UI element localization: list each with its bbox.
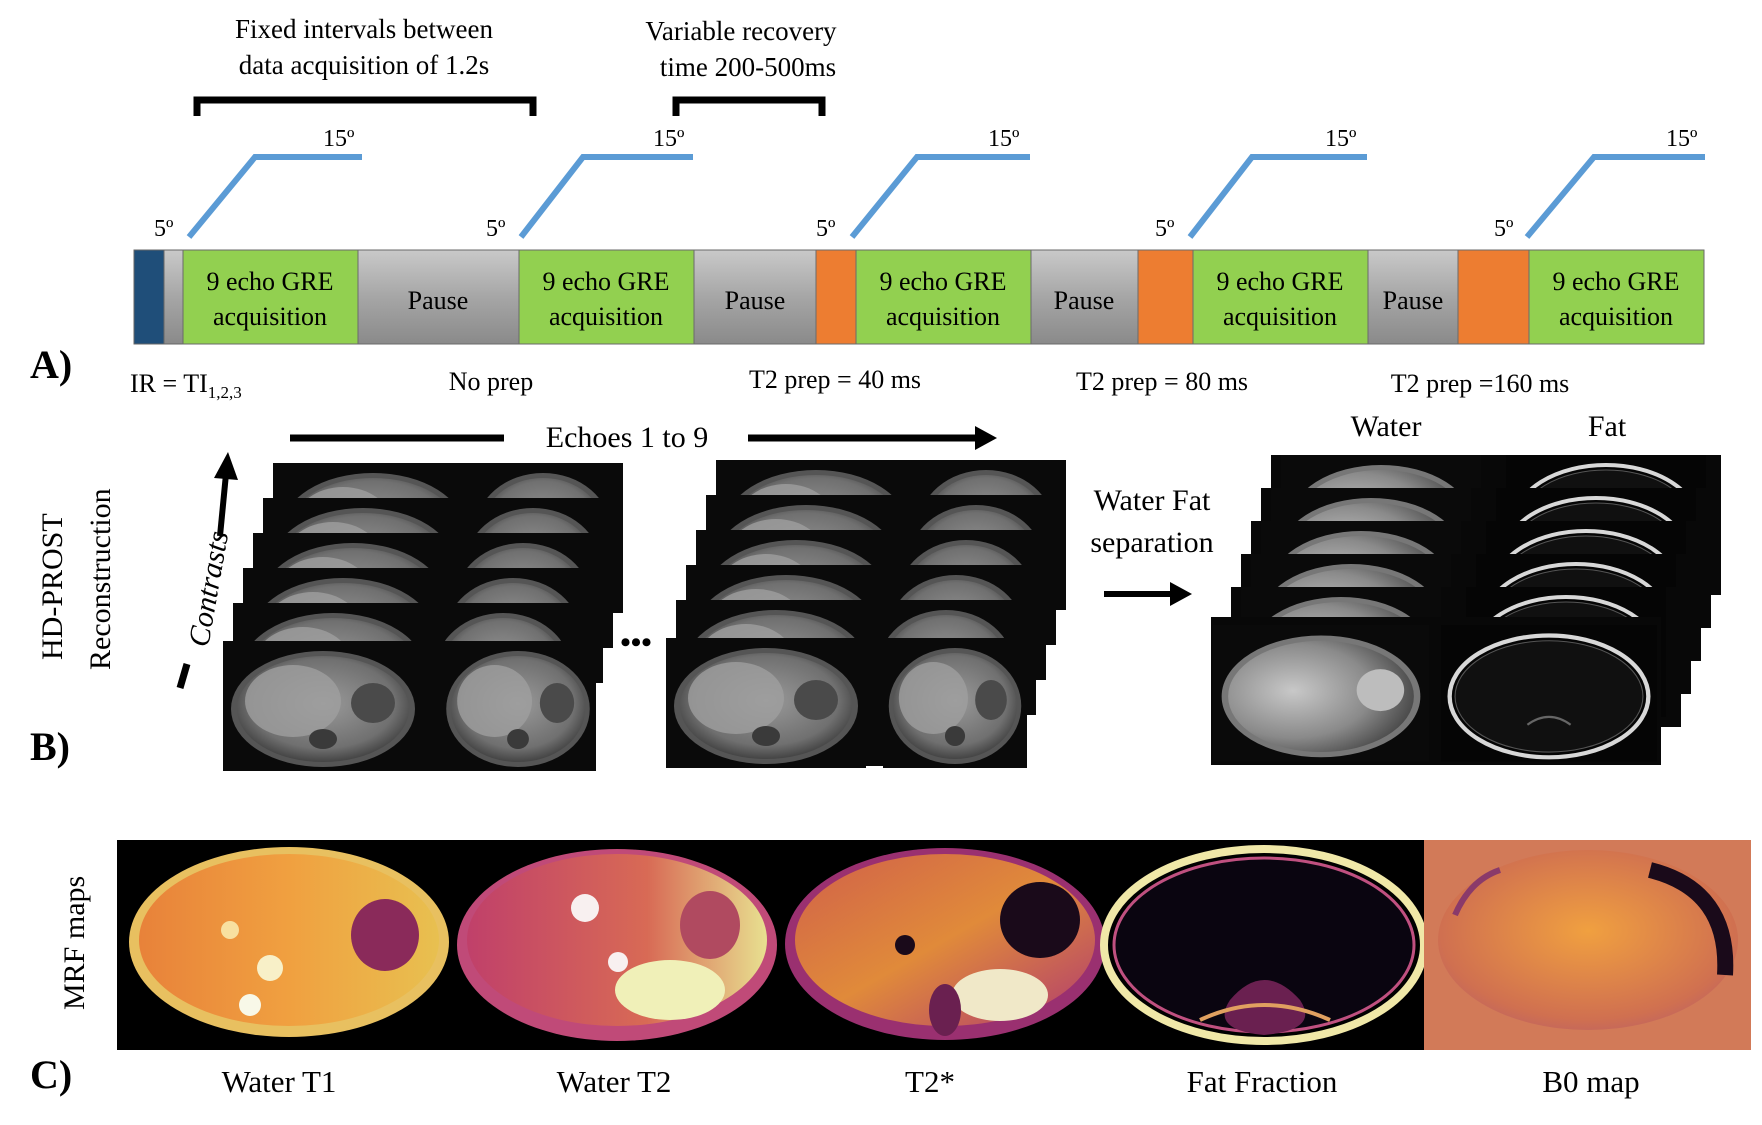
map-caption-fat-fraction: Fat Fraction (1187, 1064, 1338, 1099)
flip-ramp-1 (186, 154, 362, 239)
acq-2-line1: 9 echo GRE (542, 267, 669, 296)
map-caption-b0: B0 map (1542, 1064, 1639, 1099)
panel-label-a: A) (30, 342, 72, 387)
map-b0 (1424, 840, 1751, 1050)
fixed-interval-text-2: data acquisition of 1.2s (239, 50, 489, 80)
inversion-pulse-block (133, 249, 165, 345)
flip-ramp-2 (518, 154, 693, 239)
no-prep-label: No prep (449, 367, 533, 396)
flip-ramp-4 (1187, 154, 1367, 239)
echoes-label: Echoes 1 to 9 (546, 421, 708, 454)
ir-delay-block (163, 249, 184, 345)
pause-1-label: Pause (408, 286, 469, 315)
acq-2-line2: acquisition (549, 302, 663, 331)
acq-5-line1: 9 echo GRE (1552, 267, 1679, 296)
variable-recovery-text-2: time 200-500ms (660, 52, 836, 82)
map-water-t1 (129, 847, 449, 1037)
acquisition-block-5 (1528, 249, 1705, 345)
wf-separation-line2: separation (1090, 526, 1213, 559)
image-stack-echo-1 (223, 463, 623, 771)
panel-label-b: B) (30, 724, 70, 769)
t2-prep-40-label: T2 prep = 40 ms (749, 365, 921, 394)
angle-high-4: 15º (1325, 126, 1357, 152)
pause-block-2 (693, 249, 817, 345)
acq-3-line2: acquisition (886, 302, 1000, 331)
angle-low-1: 5º (154, 216, 174, 242)
map-fat-fraction (1100, 845, 1428, 1045)
pause-block-4 (1367, 249, 1459, 345)
recon-label-line2: Reconstruction (84, 488, 117, 670)
map-water-t2 (457, 849, 777, 1041)
contrasts-arrow-head (214, 452, 238, 480)
angle-high-3: 15º (988, 126, 1020, 152)
acq-5-line2: acquisition (1559, 302, 1673, 331)
acq-4-line2: acquisition (1223, 302, 1337, 331)
fixed-interval-bracket (193, 96, 537, 116)
fat-header: Fat (1588, 410, 1627, 443)
pause-4-label: Pause (1383, 286, 1444, 315)
pause-3-label: Pause (1054, 286, 1115, 315)
variable-recovery-text-1: Variable recovery (645, 16, 837, 46)
map-t2-star (785, 848, 1105, 1040)
map-caption-t2-star: T2* (905, 1064, 955, 1099)
t2-prep-block-160 (1457, 249, 1530, 345)
acq-3-line1: 9 echo GRE (879, 267, 1006, 296)
angle-high-5: 15º (1666, 126, 1698, 152)
acquisition-block-1 (182, 249, 359, 345)
wf-arrow-head (1170, 582, 1192, 606)
angle-low-5: 5º (1494, 216, 1514, 242)
t2-prep-block-80 (1137, 249, 1194, 345)
mrf-maps-label: MRF maps (58, 876, 91, 1010)
pause-block-3 (1030, 249, 1139, 345)
acquisition-block-3 (855, 249, 1032, 345)
image-stack-echo-9 (666, 460, 1066, 768)
fixed-interval-text-1: Fixed intervals between (235, 14, 493, 44)
echoes-arrow-head (975, 426, 997, 450)
angle-low-3: 5º (816, 216, 836, 242)
contrasts-arrow-tail (176, 663, 191, 689)
variable-recovery-bracket (672, 96, 826, 116)
angle-high-1: 15º (323, 126, 355, 152)
angle-high-2: 15º (653, 126, 685, 152)
acq-1-line1: 9 echo GRE (206, 267, 333, 296)
acq-4-line1: 9 echo GRE (1216, 267, 1343, 296)
flip-angle-ramps (186, 154, 1705, 239)
pause-2-label: Pause (725, 286, 786, 315)
acquisition-block-2 (518, 249, 695, 345)
acquisition-block-4 (1192, 249, 1369, 345)
angle-low-2: 5º (486, 216, 506, 242)
image-stack-water-fat (1211, 453, 1721, 765)
flip-ramp-5 (1524, 154, 1705, 239)
map-caption-water-t2: Water T2 (557, 1064, 672, 1099)
mrf-maps-strip (117, 840, 1751, 1050)
map-caption-water-t1: Water T1 (222, 1064, 337, 1099)
sequence-bar (133, 249, 1705, 345)
ellipsis: ••• (620, 626, 652, 659)
contrasts-label: Contrasts (182, 529, 235, 650)
panel-label-c: C) (30, 1052, 72, 1097)
t2-prep-block-40 (815, 249, 857, 345)
wf-separation-line1: Water Fat (1094, 484, 1211, 517)
t2-prep-80-label: T2 prep = 80 ms (1076, 367, 1248, 396)
recon-label-line1: HD-PROST (36, 513, 69, 660)
acq-1-line2: acquisition (213, 302, 327, 331)
ir-prep-label: IR = TI1,2,3 (130, 369, 242, 402)
pause-block-1 (357, 249, 520, 345)
angle-low-4: 5º (1155, 216, 1175, 242)
contrasts-arrow-line (217, 473, 229, 537)
water-header: Water (1351, 410, 1422, 443)
flip-ramp-3 (849, 154, 1030, 239)
t2-prep-160-label: T2 prep =160 ms (1391, 369, 1570, 398)
